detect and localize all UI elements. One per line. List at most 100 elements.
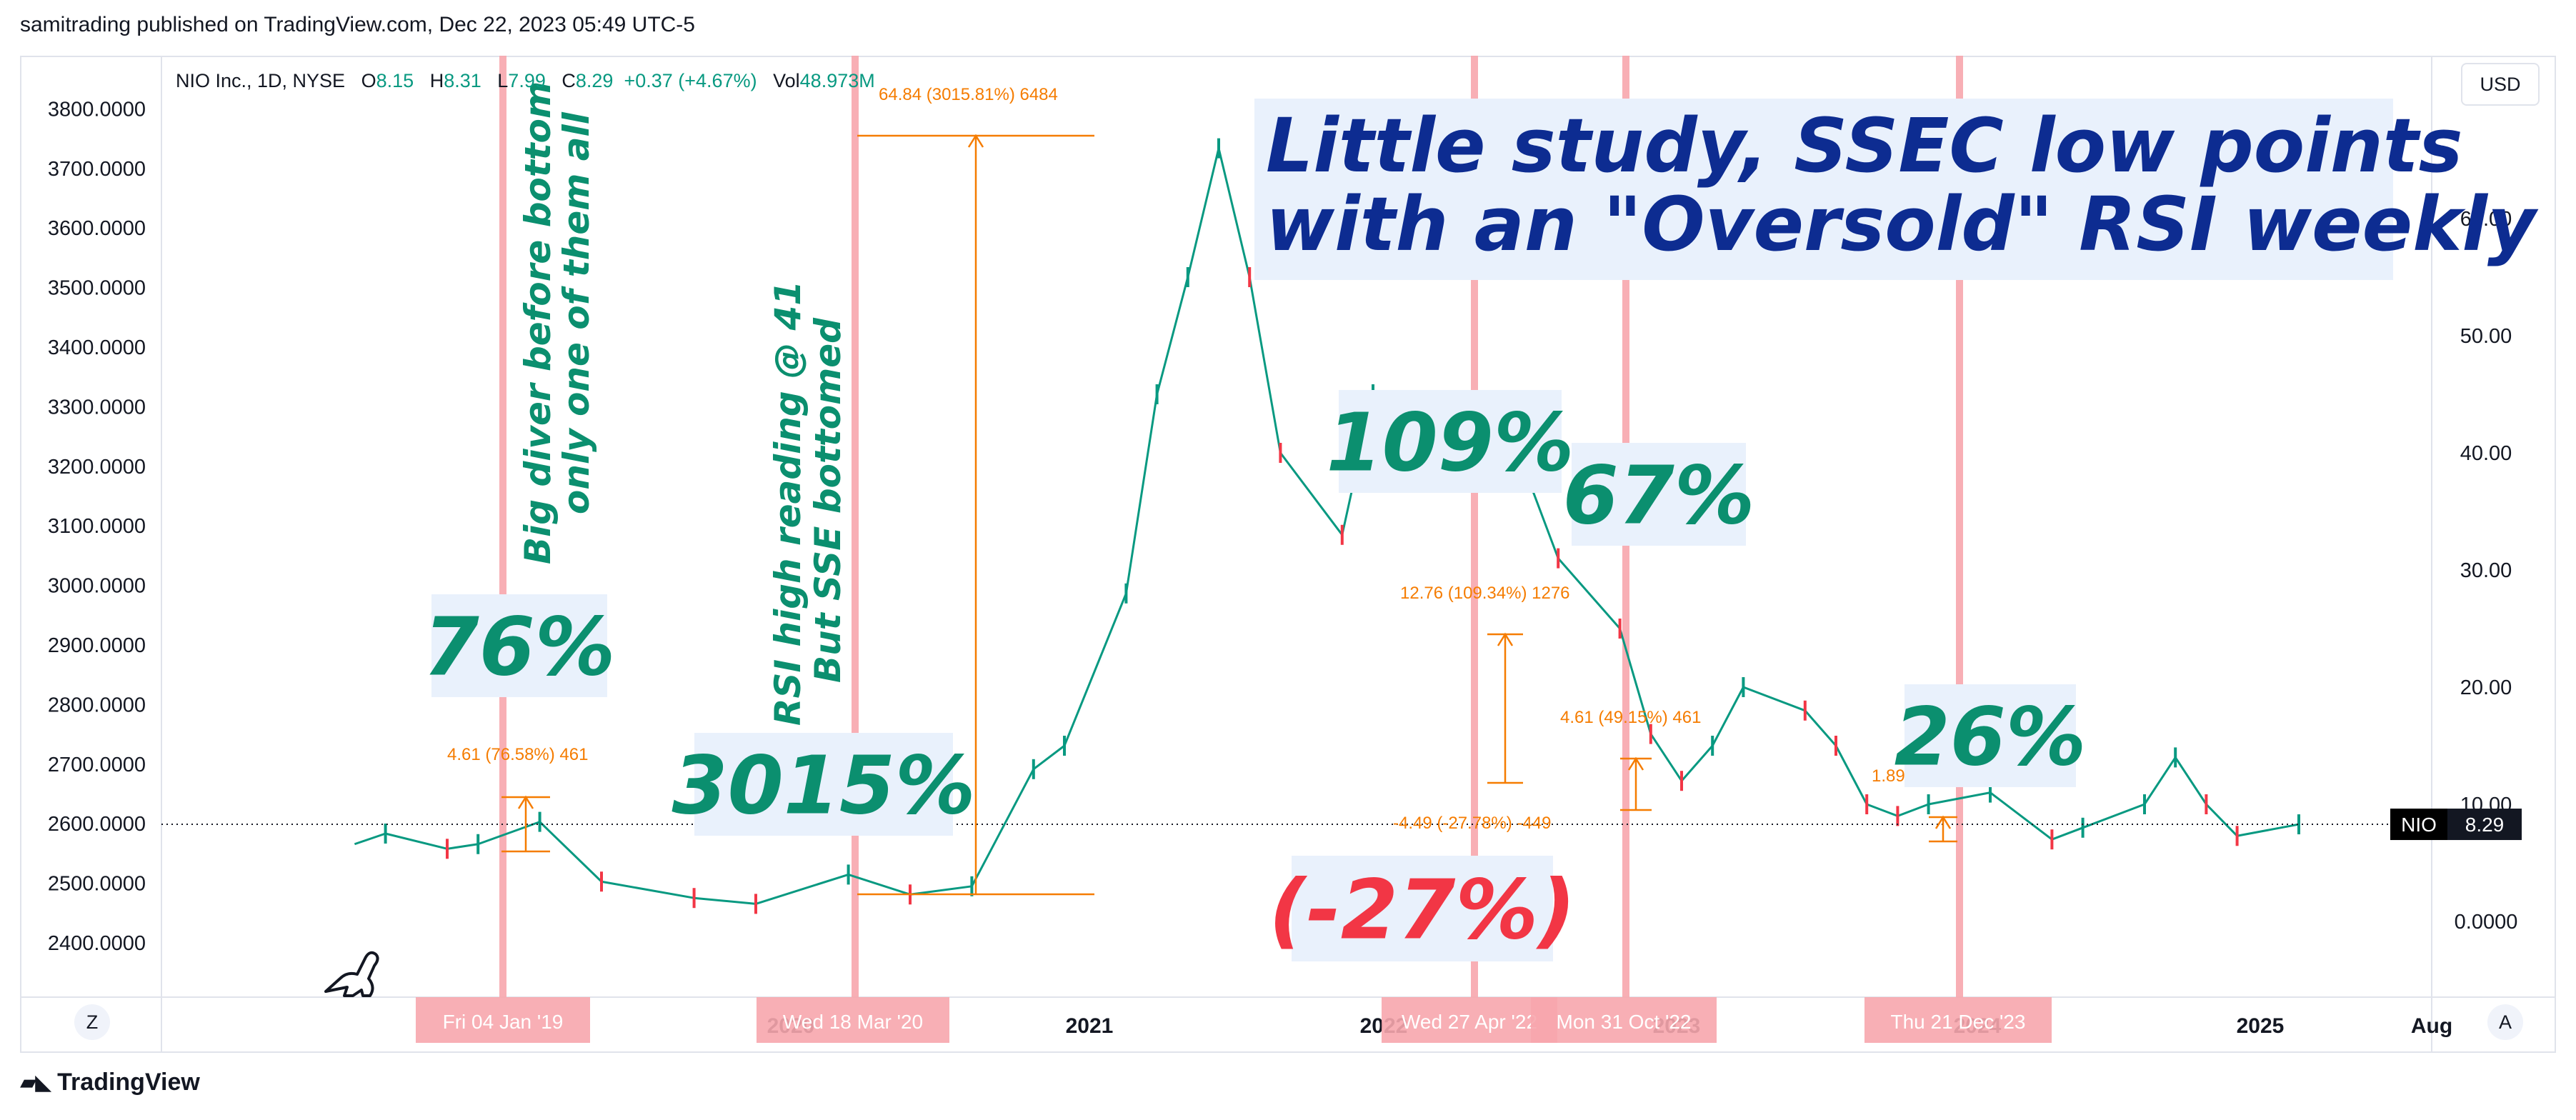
measure-arrowhead — [1497, 632, 1514, 646]
legend-high-label: H — [429, 70, 444, 91]
z-button[interactable]: Z — [74, 1004, 110, 1040]
measure-label: 4.61 (76.58%) 461 — [447, 745, 588, 764]
tradingview-icon: ▰◣ — [20, 1071, 51, 1094]
pct-3015-label: 3015% — [672, 739, 975, 832]
left-axis-tick-label: 2900.0000 — [48, 634, 146, 657]
date-badge — [416, 997, 590, 1043]
measure-arrowhead — [1935, 815, 1952, 829]
left-axis-tick-label: 3800.0000 — [48, 98, 146, 121]
publisher-caption: samitrading published on TradingView.com… — [20, 13, 695, 36]
left-axis-tick-label: 3600.0000 — [48, 217, 146, 240]
right-axis-tick-label: 50.00 — [2460, 325, 2512, 348]
date-badge — [1382, 997, 1557, 1043]
highlight-line — [499, 56, 506, 997]
pct-109-label: 109% — [1327, 396, 1574, 489]
rsi-note-line-2: But SSE bottomed — [807, 317, 849, 683]
measure-label: 12.76 (109.34%) 1276 — [1400, 584, 1570, 603]
right-axis-tick-label: 30.00 — [2460, 559, 2512, 582]
legend-close: 8.29 — [575, 70, 614, 91]
date-badge-label: Mon 31 Oct '22 — [1557, 1011, 1692, 1033]
measure-arrowhead — [967, 134, 984, 148]
price-tag-value: 8.29 — [2465, 814, 2505, 836]
legend-low: 7.99 — [508, 70, 546, 91]
date-badge — [1531, 997, 1717, 1043]
measure-tool: 4.61 (49.15%) 461 — [1560, 708, 1701, 811]
x-axis-label: 2021 — [1066, 1014, 1114, 1038]
pct-67-label-box — [1572, 443, 1746, 546]
left-axis-tick-label: 2600.0000 — [48, 813, 146, 836]
date-badge — [757, 997, 949, 1043]
left-axis-tick-label: 2400.0000 — [48, 932, 146, 955]
left-axis-tick-label: 3200.0000 — [48, 456, 146, 479]
pct-76-label-box — [431, 594, 607, 697]
date-badge-label: Wed 27 Apr '22 — [1402, 1011, 1537, 1033]
dino-outline — [324, 951, 379, 997]
measure-tool: 64.84 (3015.81%) 6484 — [857, 85, 1094, 896]
legend-change: +0.37 (+4.67%) — [624, 70, 757, 91]
x-axis-label: Aug — [2411, 1014, 2452, 1038]
left-axis-tick-label: 3500.0000 — [48, 277, 146, 300]
currency-button[interactable]: USD — [2461, 63, 2540, 106]
pct-109-label-box — [1339, 390, 1562, 493]
price-tag-value-box — [2447, 809, 2522, 841]
dino-icon — [324, 951, 379, 997]
measure-label: 64.84 (3015.81%) 6484 — [879, 85, 1058, 104]
rsi-note-line-1: RSI high reading @ 41 — [767, 281, 809, 726]
left-axis-tick-label: 3300.0000 — [48, 396, 146, 419]
x-axis-label: 2025 — [2237, 1014, 2285, 1038]
date-badge-label: Fri 04 Jan '19 — [443, 1011, 564, 1033]
chart-frame — [20, 56, 2556, 1053]
pct-neg27-label: (-27%) — [1269, 862, 1576, 958]
left-axis-tick-label: 2500.0000 — [48, 873, 146, 896]
legend-open: 8.15 — [376, 70, 414, 91]
legend-symbol: NIO Inc., 1D, NYSE — [176, 70, 346, 91]
price-tag-symbol-box — [2390, 809, 2447, 841]
pct-67-label: 67% — [1563, 449, 1755, 542]
a-button[interactable]: A — [2487, 1004, 2523, 1040]
title-line-2: with an "Oversold" RSI weekly — [1266, 181, 2539, 268]
measure-tool: 4.61 (76.58%) 461 — [447, 745, 588, 853]
right-axis-tick-label: 60.00 — [2460, 208, 2512, 231]
brand-label: TradingView — [57, 1069, 200, 1096]
legend-high: 8.31 — [444, 70, 481, 91]
pct-3015-label-box — [694, 733, 953, 836]
legend-low-label: L — [497, 70, 509, 91]
measure-label: 4.61 (49.15%) 461 — [1560, 708, 1701, 727]
left-axis-tick-label: 3100.0000 — [48, 515, 146, 538]
diver-note-line-1: Big diver before bottom — [517, 81, 559, 564]
left-axis-tick-label: 2700.0000 — [48, 754, 146, 776]
pct-26-label-box — [1904, 684, 2076, 787]
title-box — [1254, 99, 2393, 280]
title-line-1: Little study, SSEC low points — [1266, 102, 2463, 189]
highlight-line — [852, 56, 859, 997]
measure-arrowhead — [1627, 756, 1644, 771]
date-badge — [1864, 997, 2052, 1043]
left-axis-tick-label: 3000.0000 — [48, 575, 146, 598]
measure-label: -4.49 (-27.78%) -449 — [1393, 814, 1551, 833]
diver-note-line-2: only one of them all — [556, 111, 597, 514]
right-axis-tick-label: 20.00 — [2460, 676, 2512, 699]
right-axis-tick-label: 40.00 — [2460, 442, 2512, 465]
legend-vol: 48.973M — [799, 70, 875, 91]
legend-close-label: C — [561, 70, 576, 91]
legend-vol-label: Vol — [773, 70, 800, 91]
date-badge-label: Thu 21 Dec '23 — [1890, 1011, 2025, 1033]
tradingview-logo[interactable]: ▰◣ TradingView — [20, 1069, 200, 1096]
highlight-line — [1956, 56, 1963, 997]
date-badge-label: Wed 18 Mar '20 — [783, 1011, 923, 1033]
measure-arrowhead — [517, 795, 534, 809]
left-axis-tick-label: 2800.0000 — [48, 694, 146, 716]
symbol-legend: NIO Inc., 1D, NYSE O8.15 H8.31 L7.99 C8.… — [176, 70, 875, 92]
measure-tool: 12.76 (109.34%) 1276 — [1400, 584, 1570, 784]
pct-neg27-label-box — [1292, 856, 1553, 961]
right-axis-tick-label: 0.0000 — [2455, 911, 2518, 934]
legend-open-label: O — [361, 70, 376, 91]
price-tag-symbol: NIO — [2401, 814, 2437, 836]
highlight-line — [1471, 56, 1478, 997]
measure-tool: -4.49 (-27.78%) -449 — [1393, 814, 1551, 833]
left-axis-tick-label: 3400.0000 — [48, 336, 146, 359]
pct-26-label: 26% — [1894, 691, 2087, 784]
